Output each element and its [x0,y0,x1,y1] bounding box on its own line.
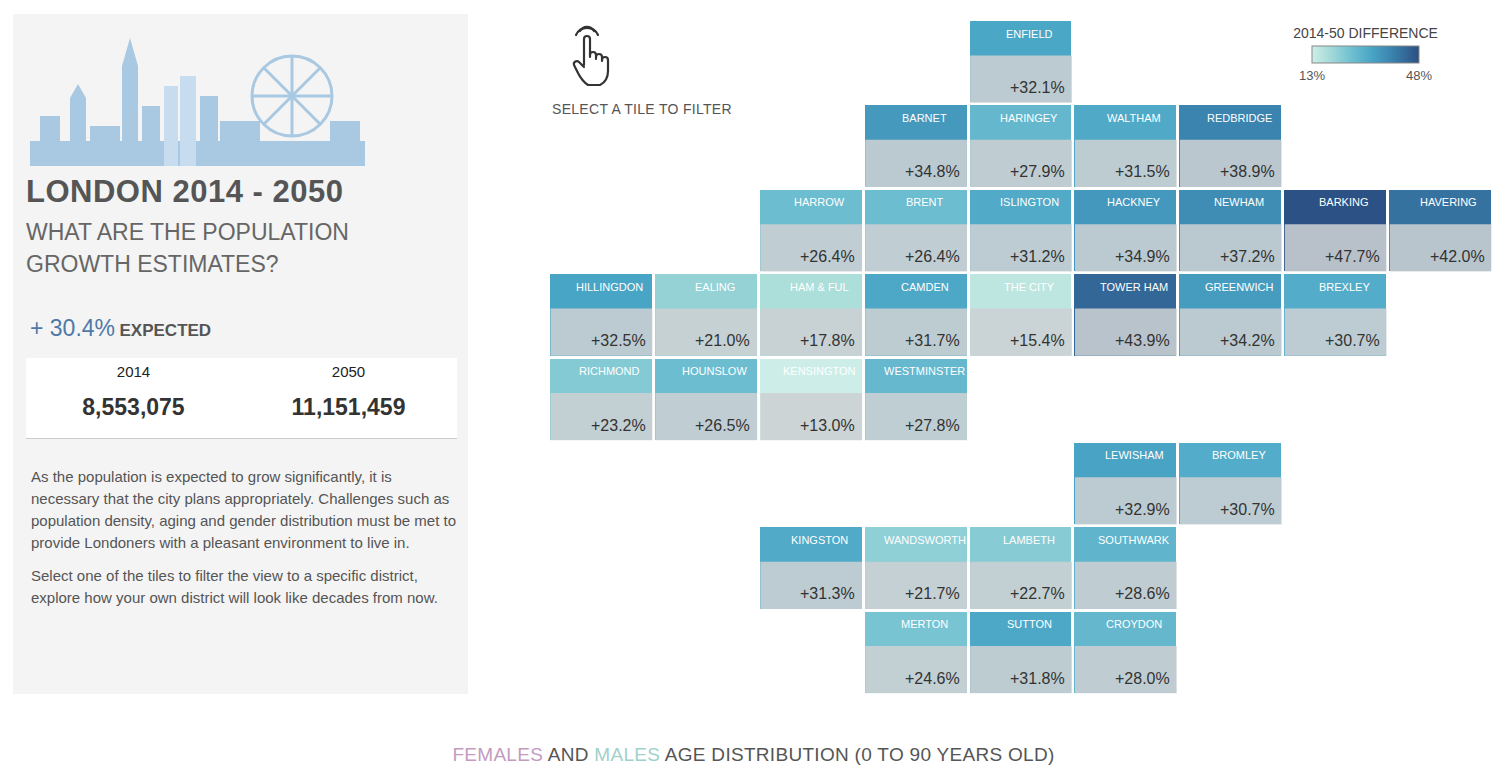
svg-text:+42.0%: +42.0% [1430,248,1485,265]
svg-text:HAVERING: HAVERING [1420,196,1477,208]
svg-text:HILLINGDON: HILLINGDON [576,281,643,293]
html-text:LONDON 2014 - 2050: LONDON 2014 - 2050 [26,174,344,209]
svg-text:BARKING: BARKING [1319,196,1369,208]
svg-text:2014-50 DIFFERENCE: 2014-50 DIFFERENCE [1293,25,1438,41]
svg-text:+21.7%: +21.7% [905,585,960,602]
svg-text:+32.9%: +32.9% [1115,501,1170,518]
svg-text:+21.0%: +21.0% [695,332,750,349]
svg-text:LAMBETH: LAMBETH [1003,534,1055,546]
svg-text:THE CITY: THE CITY [1004,281,1055,293]
svg-text:SOUTHWARK: SOUTHWARK [1098,534,1170,546]
svg-text:REDBRIDGE: REDBRIDGE [1207,112,1272,124]
svg-text:+31.3%: +31.3% [800,585,855,602]
html-text:WHAT ARE THE POPULATION GROWTH: WHAT ARE THE POPULATION GROWTH ESTIMATES… [26,219,349,277]
svg-text:+27.9%: +27.9% [1010,163,1065,180]
svg-text:HACKNEY: HACKNEY [1107,196,1161,208]
svg-text:BARNET: BARNET [902,112,947,124]
svg-text:+31.2%: +31.2% [1010,248,1065,265]
svg-text:MERTON: MERTON [901,618,948,630]
svg-text:BROMLEY: BROMLEY [1212,449,1266,461]
svg-text:BREXLEY: BREXLEY [1319,281,1370,293]
svg-text:+28.6%: +28.6% [1115,585,1170,602]
svg-text:EALING: EALING [695,281,735,293]
svg-text:HAM & FUL: HAM & FUL [790,281,849,293]
svg-text:+47.7%: +47.7% [1325,248,1380,265]
svg-text:+32.1%: +32.1% [1010,79,1065,96]
svg-text:+34.2%: +34.2% [1220,332,1275,349]
svg-text:+17.8%: +17.8% [800,332,855,349]
svg-text:+30.7%: +30.7% [1325,332,1380,349]
svg-text:+13.0%: +13.0% [800,417,855,434]
svg-text:KENSINGTON: KENSINGTON [783,365,856,377]
svg-text:+43.9%: +43.9% [1115,332,1170,349]
html-text:SELECT A TILE TO FILTER: SELECT A TILE TO FILTER [552,101,732,117]
html-text:As the population is expected: As the population is expected to grow si… [31,468,456,551]
svg-text:LEWISHAM: LEWISHAM [1105,449,1164,461]
svg-text:+31.7%: +31.7% [905,332,960,349]
html-text:2014: 2014 [116,363,151,380]
svg-text:HARROW: HARROW [794,196,845,208]
svg-text:+34.9%: +34.9% [1115,248,1170,265]
svg-text:SUTTON: SUTTON [1007,618,1052,630]
svg-text:13%: 13% [1299,68,1325,83]
svg-text:WESTMINSTER: WESTMINSTER [884,365,965,377]
svg-text:+23.2%: +23.2% [591,417,646,434]
svg-text:BRENT: BRENT [906,196,944,208]
svg-text:+28.0%: +28.0% [1115,670,1170,687]
svg-text:+31.5%: +31.5% [1115,163,1170,180]
svg-text:ENFIELD: ENFIELD [1006,28,1053,40]
svg-text:KINGSTON: KINGSTON [791,534,848,546]
svg-text:+15.4%: +15.4% [1010,332,1065,349]
svg-text:+27.8%: +27.8% [905,417,960,434]
svg-text:+31.8%: +31.8% [1010,670,1065,687]
svg-text:+26.5%: +26.5% [695,417,750,434]
svg-text:ISLINGTON: ISLINGTON [1000,196,1059,208]
svg-text:WANDSWORTH: WANDSWORTH [884,534,966,546]
svg-text:+32.5%: +32.5% [591,332,646,349]
svg-text:CAMDEN: CAMDEN [901,281,949,293]
svg-text:+37.2%: +37.2% [1220,248,1275,265]
svg-text:+24.6%: +24.6% [905,670,960,687]
svg-text:TOWER HAM: TOWER HAM [1100,281,1168,293]
html-text:FEMALES AND MALES AGE DISTRIBU: FEMALES AND MALES AGE DISTRIBUTION (0 TO… [452,744,1055,765]
svg-text:HOUNSLOW: HOUNSLOW [682,365,747,377]
svg-text:HARINGEY: HARINGEY [1000,112,1058,124]
html-text:+ 30.4% EXPECTED: + 30.4% EXPECTED [30,315,212,341]
svg-text:+38.9%: +38.9% [1220,163,1275,180]
svg-text:+30.7%: +30.7% [1220,501,1275,518]
html-text:2050: 2050 [331,363,366,380]
svg-text:+22.7%: +22.7% [1010,585,1065,602]
svg-text:+34.8%: +34.8% [905,163,960,180]
svg-text:GREENWICH: GREENWICH [1205,281,1274,293]
svg-text:NEWHAM: NEWHAM [1214,196,1264,208]
svg-text:WALTHAM: WALTHAM [1107,112,1161,124]
svg-text:+26.4%: +26.4% [905,248,960,265]
svg-text:48%: 48% [1406,68,1432,83]
html-text:8,553,075: 8,553,075 [82,394,185,420]
svg-text:CROYDON: CROYDON [1106,618,1162,630]
html-text:11,151,459: 11,151,459 [291,394,406,420]
svg-text:RICHMOND: RICHMOND [579,365,640,377]
svg-text:+26.4%: +26.4% [800,248,855,265]
html-text:Select one of the tiles to fil: Select one of the tiles to filter the vi… [31,567,438,606]
